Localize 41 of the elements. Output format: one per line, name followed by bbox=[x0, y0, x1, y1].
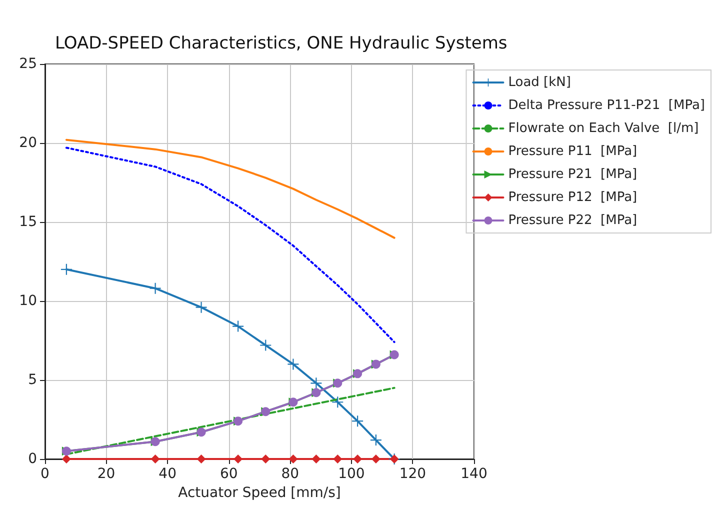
y-tick-label: 5 bbox=[28, 372, 37, 388]
legend-label: Pressure P22 [MPa] bbox=[508, 213, 638, 228]
point bbox=[196, 302, 207, 313]
legend-label: Load [kN] bbox=[508, 75, 571, 90]
point bbox=[196, 454, 206, 464]
line-series bbox=[65, 146, 396, 344]
x-tick-label: 120 bbox=[399, 466, 426, 482]
y-tick-label: 10 bbox=[19, 293, 37, 309]
point bbox=[312, 454, 321, 464]
legend-label: Delta Pressure P11-P21 [MPa] bbox=[508, 98, 706, 113]
x-axis-title: Actuator Speed [mm/s] bbox=[178, 484, 341, 501]
line-series bbox=[65, 138, 396, 239]
point bbox=[288, 454, 298, 464]
x-tick-label: 140 bbox=[460, 466, 488, 482]
y-tick-label: 20 bbox=[19, 135, 37, 151]
point bbox=[352, 416, 364, 427]
point bbox=[332, 396, 344, 408]
legend-label: Pressure P21 [MPa] bbox=[508, 167, 638, 182]
x-tick-label: 100 bbox=[338, 466, 365, 482]
point bbox=[62, 454, 71, 464]
x-tick-label: 0 bbox=[40, 466, 50, 482]
x-tick-label: 60 bbox=[220, 466, 238, 482]
legend-label: Pressure P11 [MPa] bbox=[508, 144, 638, 159]
y-tick-label: 0 bbox=[28, 451, 37, 467]
legend-label: Pressure P12 [MPa] bbox=[508, 190, 638, 205]
point bbox=[260, 340, 272, 351]
x-tick-label: 80 bbox=[281, 466, 300, 482]
point bbox=[288, 358, 299, 370]
y-tick-label: 25 bbox=[19, 56, 37, 72]
y-tick-label: 15 bbox=[19, 214, 37, 230]
point bbox=[333, 454, 342, 464]
point bbox=[150, 454, 160, 464]
point bbox=[150, 282, 161, 294]
legend-label: Flowrate on Each Valve [l/m] bbox=[508, 121, 699, 136]
point bbox=[261, 454, 270, 464]
point bbox=[60, 264, 72, 275]
point bbox=[232, 320, 244, 332]
point bbox=[370, 434, 382, 446]
x-tick-label: 20 bbox=[97, 466, 116, 482]
x-tick-label: 40 bbox=[158, 466, 176, 482]
chart-title: LOAD-SPEED Characteristics, ONE Hydraulic Systems bbox=[55, 34, 508, 54]
